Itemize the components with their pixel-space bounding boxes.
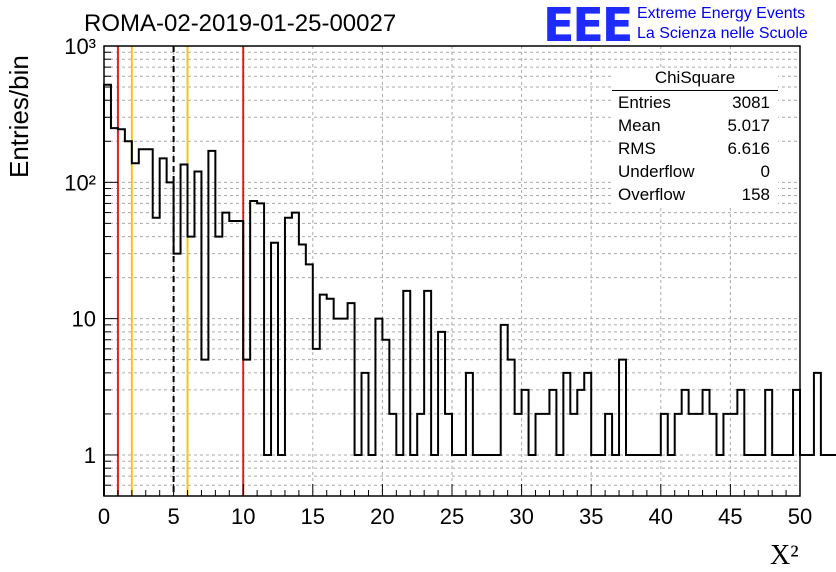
- reference-lines: [116, 46, 245, 496]
- eee-logo: EEE: [543, 0, 633, 52]
- x-tick-label: 5: [167, 504, 179, 529]
- grid-lines: [104, 46, 800, 496]
- stat-row-entries: Entries 3081: [612, 91, 778, 114]
- axis-ticks: [103, 51, 801, 497]
- y-tick-label: 10²: [64, 170, 96, 195]
- stat-label: RMS: [618, 139, 656, 158]
- stat-value: 158: [741, 185, 770, 204]
- logo-line-1: Extreme Energy Events: [637, 5, 806, 22]
- x-tick-label: 45: [718, 504, 742, 529]
- stat-label: Entries: [618, 93, 671, 112]
- y-tick-label: 10: [72, 307, 96, 332]
- x-tick-label: 35: [579, 504, 603, 529]
- y-tick-label: 1: [84, 443, 96, 468]
- stat-row-mean: Mean 5.017: [612, 114, 778, 137]
- stat-value: 3081: [732, 93, 770, 112]
- stat-value: 5.017: [727, 116, 770, 135]
- stats-box: ChiSquare Entries 3081 Mean 5.017 RMS 6.…: [612, 68, 778, 208]
- x-tick-label: 15: [301, 504, 325, 529]
- stat-label: Mean: [618, 116, 661, 135]
- logo-line-2: La Scienza nelle Scuole: [637, 25, 808, 42]
- stat-row-overflow: Overflow 158: [612, 183, 778, 206]
- stat-value: 0: [760, 162, 770, 181]
- run-title: ROMA-02-2019-01-25-00027: [84, 10, 397, 37]
- stat-label: Underflow: [618, 162, 695, 181]
- histogram-outline: [103, 83, 836, 496]
- x-axis-label: X²: [770, 540, 799, 571]
- x-tick-label: 20: [370, 504, 394, 529]
- stat-label: Overflow: [618, 185, 686, 204]
- stat-row-rms: RMS 6.616: [612, 137, 778, 160]
- x-tick-label: 30: [509, 504, 533, 529]
- y-tick-label: 10³: [64, 34, 96, 59]
- stats-title: ChiSquare: [612, 68, 778, 91]
- stat-value: 6.616: [727, 139, 770, 158]
- x-tick-label: 10: [231, 504, 255, 529]
- stat-row-underflow: Underflow 0: [612, 160, 778, 183]
- x-tick-label: 25: [440, 504, 464, 529]
- y-axis-label: Entries/bin: [4, 55, 34, 178]
- x-tick-label: 50: [788, 504, 812, 529]
- x-tick-label: 0: [98, 504, 110, 529]
- x-tick-label: 40: [649, 504, 673, 529]
- x-tick-labels: 0 5 10 15 20 25 30 35 40 45 50: [98, 504, 812, 529]
- y-tick-labels: 1 10 10² 10³: [64, 34, 96, 468]
